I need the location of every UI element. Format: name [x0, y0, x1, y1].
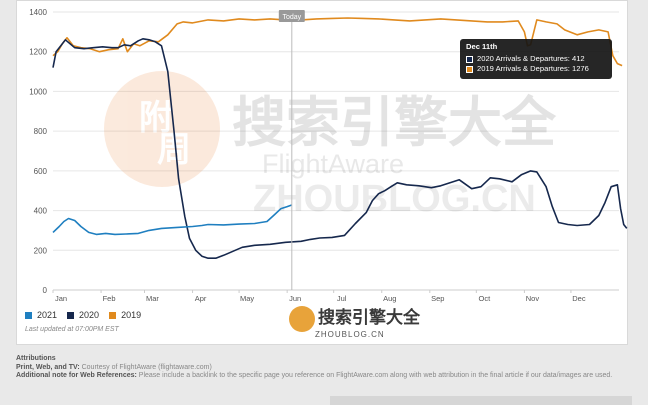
tooltip-swatch-2020 [466, 55, 473, 63]
attributions-line-2: Additional note for Web References: Plea… [16, 372, 612, 381]
x-tick-label-apr: Apr [195, 294, 207, 303]
legend-item-2020[interactable]: 2020 [67, 310, 99, 320]
x-tick-label-may: May [240, 294, 254, 303]
x-tick-label-jan: Jan [55, 294, 67, 303]
today-marker: Today [278, 10, 305, 290]
tooltip-row-2019: 2019 Arrivals & Departures: 1276 [466, 64, 606, 74]
series-layer [52, 17, 628, 259]
attributions-line-1-text: Courtesy of FlightAware (flightaware.com… [81, 363, 212, 371]
watermark-seal [104, 71, 220, 187]
x-tick-label-dec: Dec [572, 294, 586, 303]
bottom-watermark-cn: 搜索引擎大全 [318, 307, 421, 328]
tooltip-swatch-2019 [466, 65, 473, 73]
y-axis: 0 200 400 600 800 1000 1200 1400 [29, 8, 47, 295]
watermark-seal-text: 附 [139, 98, 173, 138]
y-tick-label-400: 400 [34, 207, 48, 216]
x-tick-label-sep: Sep [431, 294, 444, 303]
attributions-line-2-label: Additional note for Web References: [16, 372, 137, 380]
y-tick-label-1000: 1000 [29, 87, 47, 96]
attributions-line-2-text: Please include a backlink to the specifi… [138, 372, 613, 380]
x-tick-label-jun: Jun [289, 294, 301, 303]
x-tick-label-mar: Mar [146, 294, 159, 303]
y-tick-label-1200: 1200 [29, 48, 47, 57]
series-line-2019[interactable] [52, 17, 623, 67]
attributions: Attributions Print, Web, and TV: Courtes… [16, 355, 612, 381]
tooltip: Dec 11th 2020 Arrivals & Departures: 412… [460, 39, 612, 79]
series-line-2020[interactable] [52, 38, 628, 259]
x-tick-label-aug: Aug [383, 294, 396, 303]
legend-swatch-2021 [25, 311, 32, 319]
tooltip-label-2020: 2020 Arrivals & Departures: 412 [477, 54, 585, 63]
chart-svg: 附 周 搜索引擎大全 FlightAware ZHOUBLOG.CN 0 200 4… [29, 8, 628, 339]
legend-swatch-2019 [109, 311, 117, 319]
grid-lines [53, 11, 619, 291]
watermark-brand-cn: 搜索引擎大全 [232, 91, 557, 154]
legend-swatch-2020 [67, 311, 75, 319]
y-tick-label-200: 200 [34, 246, 48, 255]
tooltip-label-2019: 2019 Arrivals & Departures: 1276 [477, 64, 589, 73]
x-tick-label-feb: Feb [103, 294, 116, 303]
legend-label-2020: 2020 [79, 310, 100, 320]
x-axis: Jan Feb Mar Apr May Jun Jul Aug Sep Oct Nov Dec [52, 289, 619, 303]
legend-label-2021: 2021 [37, 310, 58, 320]
y-tick-label-0: 0 [43, 286, 48, 295]
bottom-bar [330, 396, 632, 405]
bottom-watermark: 搜索引擎大全 ZHOUBLOG.CN [289, 306, 421, 339]
tooltip-date: Dec 11th [466, 42, 498, 51]
chart-card: 附 周 搜索引擎大全 FlightAware ZHOUBLOG.CN 0 200 4… [16, 0, 628, 345]
y-tick-label-800: 800 [34, 127, 48, 136]
x-tick-label-nov: Nov [526, 294, 540, 303]
watermark: 附 周 搜索引擎大全 FlightAware ZHOUBLOG.CN [104, 71, 557, 220]
bottom-watermark-url: ZHOUBLOG.CN [315, 330, 385, 339]
legend-item-2021[interactable]: 2021 [25, 310, 57, 320]
attributions-line-1-label: Print, Web, and TV: [16, 363, 80, 371]
legend-label-2019: 2019 [121, 310, 142, 320]
attributions-line-1: Print, Web, and TV: Courtesy of FlightAw… [16, 364, 612, 373]
bottom-watermark-seal [289, 306, 315, 332]
series-line-2021[interactable] [52, 204, 293, 236]
today-label: Today [282, 14, 301, 21]
tooltip-row-2020: 2020 Arrivals & Departures: 412 [466, 54, 606, 64]
today-badge [278, 10, 305, 22]
legend-item-2019[interactable]: 2019 [109, 310, 141, 320]
attributions-title: Attributions [16, 355, 56, 362]
last-updated: Last updated at 07:00PM EST [25, 326, 119, 333]
watermark-flightaware: FlightAware [262, 149, 404, 179]
x-tick-label-oct: Oct [479, 294, 492, 303]
legend: 2021 2020 2019 [25, 310, 141, 320]
x-tick-label-jul: Jul [337, 294, 347, 303]
y-tick-label-1400: 1400 [29, 8, 47, 17]
y-tick-label-600: 600 [34, 167, 48, 176]
